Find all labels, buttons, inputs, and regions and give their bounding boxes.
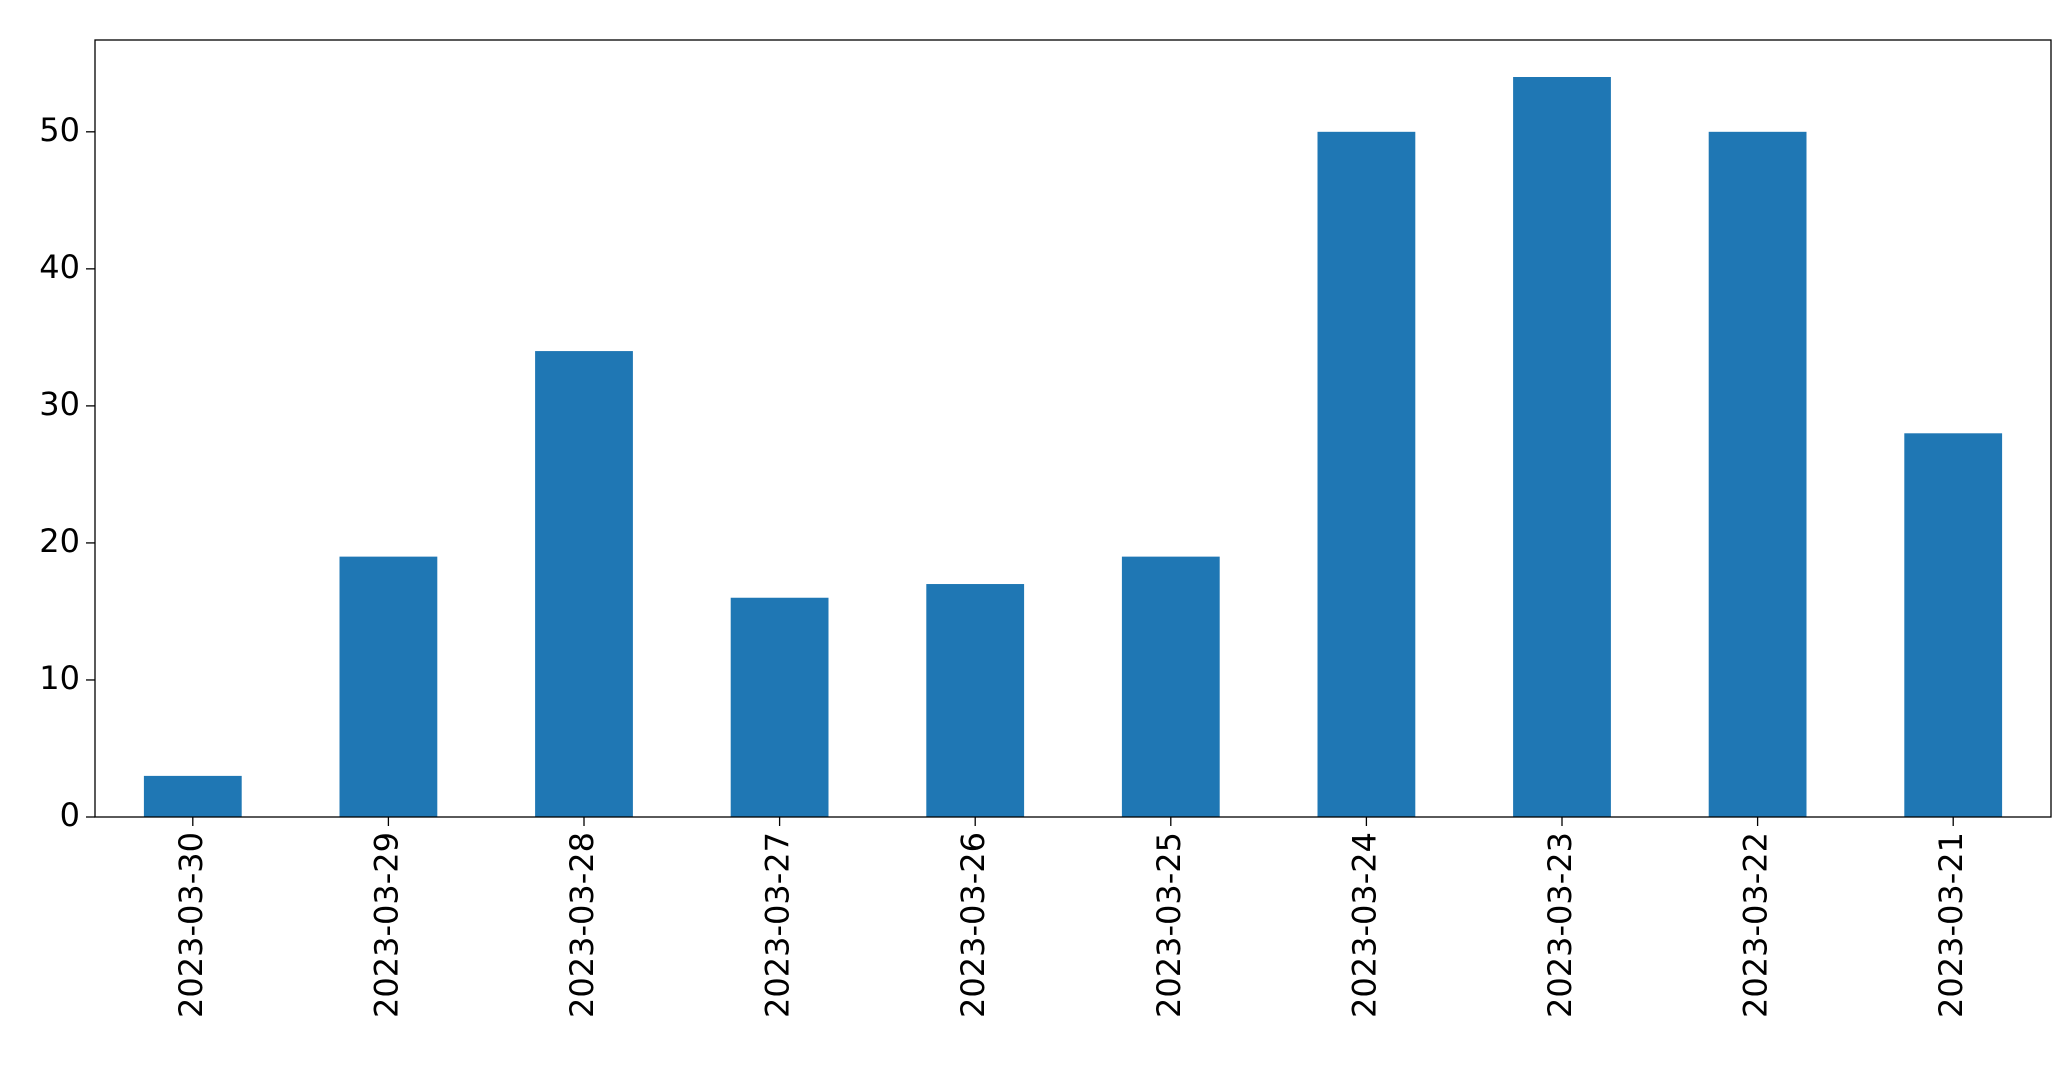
y-tick-label: 40	[39, 248, 80, 286]
x-tick-label: 2023-03-29	[367, 832, 405, 1018]
bar	[1317, 131, 1416, 817]
x-tick-label: 2023-03-30	[172, 832, 210, 1018]
x-tick-label: 2023-03-23	[1541, 832, 1579, 1018]
y-tick-label: 20	[39, 522, 80, 560]
bar	[926, 584, 1025, 817]
bar	[143, 775, 242, 817]
bar	[1513, 77, 1611, 817]
plot-frame	[94, 39, 2052, 818]
y-tick-label: 0	[60, 796, 80, 834]
bar	[730, 597, 829, 817]
x-tick-label: 2023-03-25	[1150, 832, 1188, 1018]
y-tick-label: 30	[39, 385, 80, 423]
bar	[1904, 433, 2003, 817]
bar	[1121, 556, 1220, 817]
x-tick-label: 2023-03-28	[563, 832, 601, 1018]
bar	[535, 351, 633, 817]
x-tick-label: 2023-03-21	[1932, 832, 1970, 1018]
x-tick-label: 2023-03-26	[954, 832, 992, 1018]
x-tick-label: 2023-03-24	[1345, 832, 1383, 1018]
x-tick-label: 2023-03-27	[759, 832, 797, 1018]
bar	[1708, 131, 1807, 817]
y-tick-label: 10	[39, 659, 80, 697]
x-tick-label: 2023-03-22	[1737, 832, 1775, 1018]
y-tick-label: 50	[39, 111, 80, 149]
bar	[339, 556, 438, 817]
